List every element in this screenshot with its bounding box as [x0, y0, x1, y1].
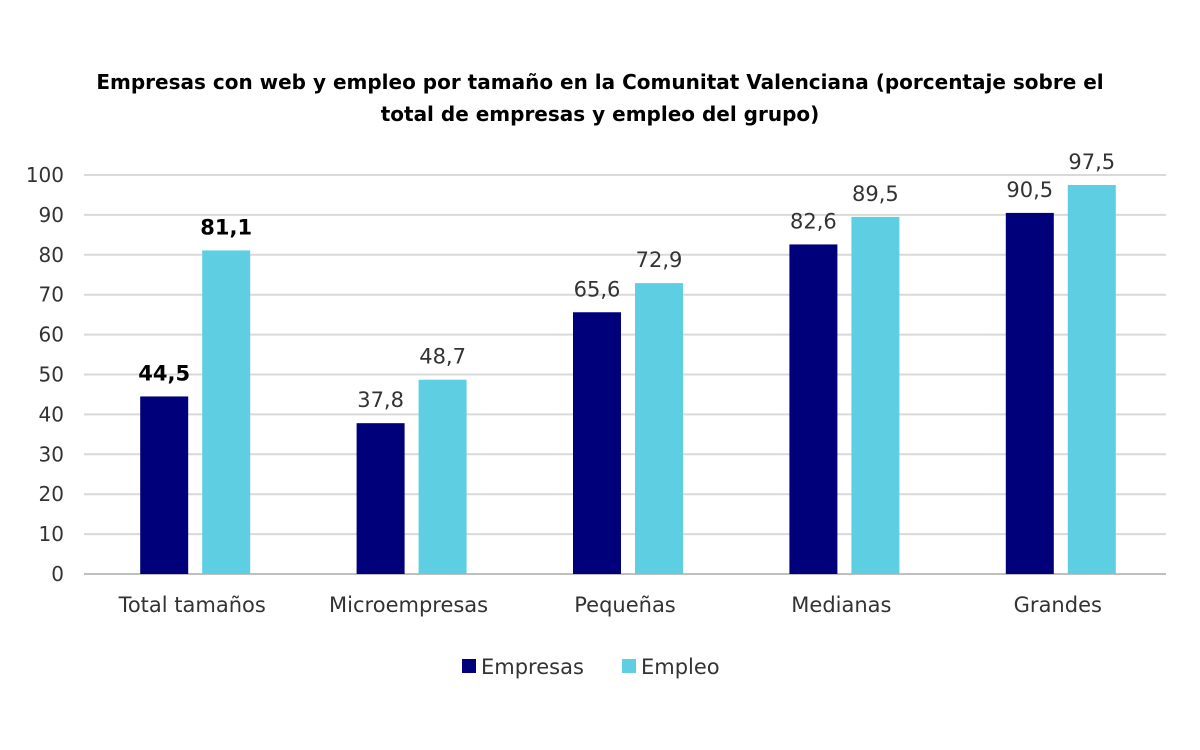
category-label-1: Microempresas — [329, 593, 488, 617]
category-label-3: Medianas — [791, 593, 891, 617]
labels: 0 10 20 30 40 50 60 70 80 90 100 44,5 81,1 Total tama… — [26, 150, 1115, 617]
bar-empresas-3 — [789, 244, 838, 574]
bar-empleo-2 — [635, 283, 683, 574]
bar-empleo-4 — [1067, 184, 1116, 574]
data-label-empresas-0: 44,5 — [138, 361, 190, 385]
legend-label-empleo: Empleo — [641, 655, 720, 679]
y-tick-label: 80 — [39, 243, 64, 267]
data-label-empleo-0: 81,1 — [200, 215, 252, 239]
y-tick-label: 30 — [39, 442, 64, 466]
y-tick-label: 40 — [39, 402, 64, 426]
legend-label-empresas: Empresas — [481, 655, 584, 679]
bars — [140, 184, 1116, 574]
y-tick-label: 50 — [39, 363, 64, 387]
data-label-empresas-2: 65,6 — [574, 277, 621, 301]
y-tick-label: 70 — [39, 283, 64, 307]
bar-empleo-0 — [202, 250, 251, 574]
gridlines — [84, 174, 1166, 575]
bar-empresas-1 — [356, 423, 405, 574]
legend-swatch-empresas — [462, 659, 476, 673]
y-tick-label: 10 — [39, 522, 64, 546]
category-label-0: Total tamaños — [118, 593, 266, 617]
legend: Empresas Empleo — [462, 655, 720, 679]
y-tick-label: 60 — [39, 323, 64, 347]
legend-swatch-empleo — [622, 659, 636, 673]
data-label-empleo-4: 97,5 — [1068, 150, 1115, 174]
bar-empresas-4 — [1005, 212, 1054, 574]
bar-empresas-2 — [573, 312, 621, 574]
data-label-empleo-2: 72,9 — [636, 248, 683, 272]
data-label-empresas-4: 90,5 — [1006, 178, 1053, 202]
y-tick-label: 0 — [51, 562, 64, 586]
y-tick-label: 20 — [39, 482, 64, 506]
category-label-2: Pequeñas — [574, 593, 676, 617]
bar-empresas-0 — [140, 396, 189, 574]
bar-empleo-3 — [851, 216, 900, 574]
data-label-empresas-3: 82,6 — [790, 209, 837, 233]
bar-empleo-1 — [418, 379, 467, 574]
category-label-4: Grandes — [1014, 593, 1102, 617]
chart-title: Empresas con web y empleo por tamaño en … — [96, 70, 1104, 126]
data-label-empresas-1: 37,8 — [357, 388, 404, 412]
y-tick-label: 100 — [26, 163, 64, 187]
data-label-empleo-1: 48,7 — [419, 345, 466, 369]
data-label-empleo-3: 89,5 — [852, 182, 899, 206]
y-tick-label: 90 — [39, 203, 64, 227]
